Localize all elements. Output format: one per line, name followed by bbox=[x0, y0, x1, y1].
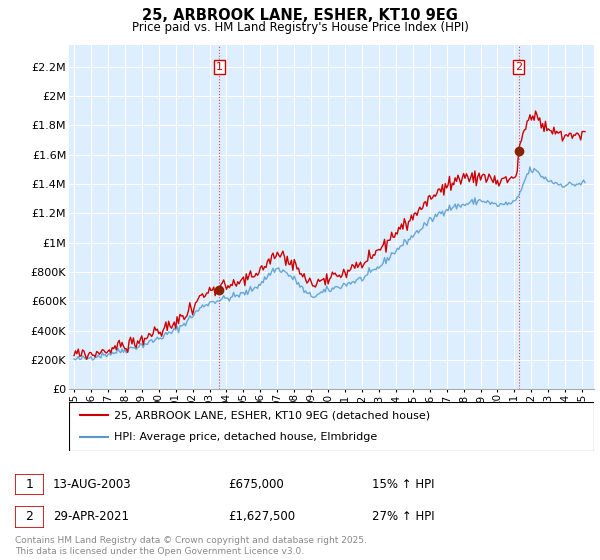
Text: Price paid vs. HM Land Registry's House Price Index (HPI): Price paid vs. HM Land Registry's House … bbox=[131, 21, 469, 34]
Text: 2: 2 bbox=[515, 62, 522, 72]
Text: 25, ARBROOK LANE, ESHER, KT10 9EG (detached house): 25, ARBROOK LANE, ESHER, KT10 9EG (detac… bbox=[113, 410, 430, 421]
Text: 1: 1 bbox=[25, 478, 34, 491]
Text: 2: 2 bbox=[25, 510, 34, 524]
Text: 27% ↑ HPI: 27% ↑ HPI bbox=[372, 510, 434, 524]
Text: 29-APR-2021: 29-APR-2021 bbox=[53, 510, 129, 524]
Text: 13-AUG-2003: 13-AUG-2003 bbox=[53, 478, 131, 491]
Text: £675,000: £675,000 bbox=[228, 478, 284, 491]
Text: 25, ARBROOK LANE, ESHER, KT10 9EG: 25, ARBROOK LANE, ESHER, KT10 9EG bbox=[142, 8, 458, 24]
Text: 1: 1 bbox=[216, 62, 223, 72]
Text: HPI: Average price, detached house, Elmbridge: HPI: Average price, detached house, Elmb… bbox=[113, 432, 377, 442]
Text: Contains HM Land Registry data © Crown copyright and database right 2025.
This d: Contains HM Land Registry data © Crown c… bbox=[15, 536, 367, 556]
Text: 15% ↑ HPI: 15% ↑ HPI bbox=[372, 478, 434, 491]
Text: £1,627,500: £1,627,500 bbox=[228, 510, 295, 524]
